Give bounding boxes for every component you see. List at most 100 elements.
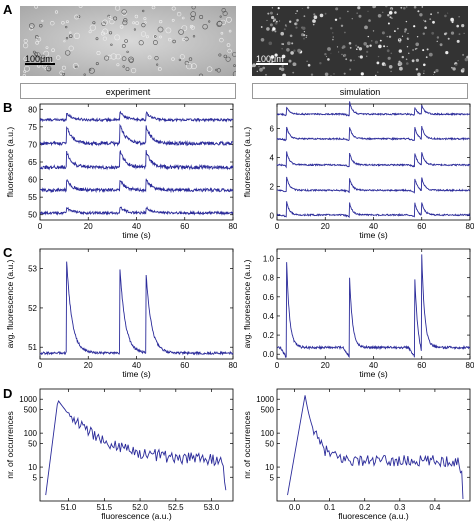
fluorescence-micrograph xyxy=(252,6,468,76)
chart-c-experiment: 0 20 40 60 80 51 52 53 time (s) avg. fluorescence… xyxy=(5,248,237,379)
x-tick-label: 20 xyxy=(84,361,93,370)
y-tick-label: 6 xyxy=(270,125,275,134)
x-tick-label: 0 xyxy=(275,222,280,231)
x-tick-label: 0.2 xyxy=(359,503,371,512)
panel-label-c: C xyxy=(3,245,13,260)
series-line xyxy=(276,125,471,142)
x-tick-label: 52.5 xyxy=(168,503,184,512)
x-tick-label: 0.1 xyxy=(324,503,336,512)
plot-frame xyxy=(276,388,471,502)
histogram-line xyxy=(45,400,227,496)
x-tick-label: 0 xyxy=(38,361,43,370)
series-line xyxy=(276,176,471,194)
y-tick-label: 50 xyxy=(28,211,37,220)
scale-bar-right xyxy=(256,63,288,65)
x-tick-label: 80 xyxy=(229,222,237,231)
y-axis-label: avg. fluorescence (a.u.) xyxy=(5,259,15,348)
y-tick-label: 0.2 xyxy=(263,331,275,340)
series-line xyxy=(39,110,234,123)
brightfield-micrograph xyxy=(20,6,236,76)
x-tick-label: 0.0 xyxy=(289,503,301,512)
histogram-line xyxy=(287,395,464,499)
header-experiment: experiment xyxy=(20,83,236,99)
series-line xyxy=(39,123,234,147)
y-tick-label: 0 xyxy=(270,212,275,221)
x-tick-label: 20 xyxy=(321,361,330,370)
y-tick-label: 0.0 xyxy=(263,350,275,359)
panel-label-b: B xyxy=(3,100,13,115)
y-tick-label: 5 xyxy=(270,473,275,482)
y-axis-label: nr. of occurrences xyxy=(5,411,15,479)
x-axis-label: time (s) xyxy=(122,369,151,379)
y-axis-label: fluorescence (a.u.) xyxy=(5,127,15,198)
plot-frame xyxy=(276,103,471,221)
y-tick-label: 5 xyxy=(33,473,38,482)
y-tick-label: 50 xyxy=(28,439,37,448)
panel-label-a: A xyxy=(3,2,13,17)
y-tick-label: 100 xyxy=(24,429,38,438)
scale-label-left: 100μm xyxy=(25,54,53,64)
panel-label-d: D xyxy=(3,386,13,401)
x-axis-label: time (s) xyxy=(359,369,388,379)
y-tick-label: 0.8 xyxy=(263,274,275,283)
series-line xyxy=(276,201,471,219)
x-axis-label: time (s) xyxy=(122,230,151,240)
scale-bar-left xyxy=(25,63,55,65)
series-line xyxy=(276,254,471,359)
header-simulation: simulation xyxy=(252,83,468,99)
y-tick-label: 50 xyxy=(265,439,274,448)
x-tick-label: 0.4 xyxy=(429,503,441,512)
x-tick-label: 51.0 xyxy=(61,503,77,512)
y-tick-label: 1000 xyxy=(256,395,274,404)
chart-b-simulation: 0 20 40 60 80 0 2 4 6 time (s) fluorescence (a.u.) xyxy=(242,101,474,240)
series-line xyxy=(39,150,234,171)
y-axis-label: fluorescence (a.u.) xyxy=(242,127,252,198)
scale-label-right: 100μm xyxy=(256,54,284,64)
x-tick-label: 60 xyxy=(417,361,426,370)
x-tick-label: 51.5 xyxy=(97,503,113,512)
y-tick-label: 53 xyxy=(28,265,37,274)
x-tick-label: 53.0 xyxy=(204,503,220,512)
y-tick-label: 52 xyxy=(28,304,37,313)
y-tick-label: 100 xyxy=(261,429,275,438)
x-tick-label: 80 xyxy=(229,361,237,370)
y-tick-label: 1.0 xyxy=(263,255,275,264)
y-axis-label: avg. fluorescence (a.u.) xyxy=(242,259,252,348)
y-tick-label: 4 xyxy=(270,154,275,163)
x-tick-label: 40 xyxy=(132,222,141,231)
x-tick-label: 80 xyxy=(466,222,474,231)
x-axis-label: time (s) xyxy=(359,230,388,240)
x-tick-label: 0 xyxy=(38,222,43,231)
x-tick-label: 60 xyxy=(180,222,189,231)
y-tick-label: 55 xyxy=(28,193,37,202)
y-tick-label: 65 xyxy=(28,158,37,167)
series-line xyxy=(39,261,234,356)
x-tick-label: 40 xyxy=(369,222,378,231)
y-tick-label: 0.6 xyxy=(263,293,275,302)
y-tick-label: 51 xyxy=(28,343,37,352)
x-axis-label: fluorescence (a.u.) xyxy=(338,511,409,521)
plot-frame xyxy=(39,103,234,221)
plot-frame xyxy=(39,388,234,502)
x-tick-label: 52.0 xyxy=(132,503,148,512)
y-tick-label: 1000 xyxy=(19,395,37,404)
series-line xyxy=(276,151,471,169)
series-line xyxy=(276,101,471,117)
plot-frame xyxy=(276,248,471,360)
x-tick-label: 40 xyxy=(369,361,378,370)
x-tick-label: 40 xyxy=(132,361,141,370)
y-tick-label: 10 xyxy=(28,463,37,472)
x-tick-label: 20 xyxy=(321,222,330,231)
brightfield-texture xyxy=(20,6,236,76)
x-tick-label: 0.3 xyxy=(394,503,406,512)
x-tick-label: 20 xyxy=(84,222,93,231)
y-tick-label: 500 xyxy=(24,405,38,414)
y-tick-label: 70 xyxy=(28,140,37,149)
y-tick-label: 75 xyxy=(28,123,37,132)
x-axis-label: fluorescence (a.u.) xyxy=(101,511,172,521)
y-tick-label: 60 xyxy=(28,176,37,185)
y-tick-label: 2 xyxy=(270,183,275,192)
series-line xyxy=(39,178,234,194)
